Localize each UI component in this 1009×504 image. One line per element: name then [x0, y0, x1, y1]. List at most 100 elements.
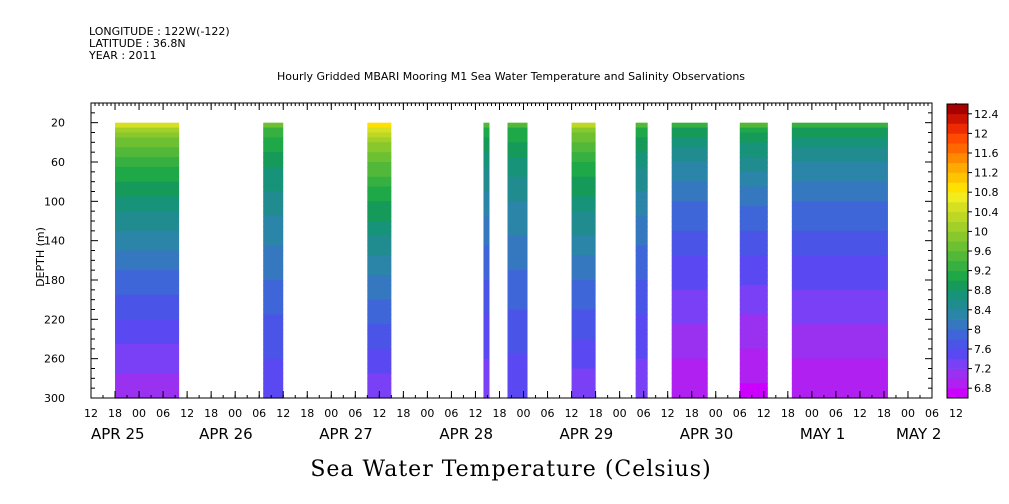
contour-band [367, 373, 392, 379]
contour-band [671, 260, 708, 266]
contour-band [507, 329, 528, 335]
contour-band [367, 171, 392, 178]
x-tick-label: 00 [324, 407, 338, 420]
contour-band [571, 299, 596, 306]
contour-band [507, 235, 528, 242]
contour-band [507, 358, 528, 365]
contour-band [635, 196, 648, 202]
contour-band [671, 314, 708, 320]
x-tick-label: 06 [829, 407, 843, 420]
contour-band [739, 171, 768, 178]
contour-band [115, 235, 180, 242]
contour-band [115, 363, 180, 370]
colorbar-label: 10.8 [974, 186, 999, 199]
contour-band [791, 245, 888, 252]
contour-band [671, 343, 708, 350]
contour-band [483, 383, 490, 389]
contour-band [739, 147, 768, 153]
colorbar-swatch [947, 358, 968, 369]
contour-band [671, 206, 708, 212]
contour-band [571, 280, 596, 286]
contour-band [367, 162, 392, 168]
contour-band [635, 211, 648, 217]
x-tick-label: 06 [444, 407, 458, 420]
contour-band [483, 235, 490, 242]
contour-band [263, 122, 284, 129]
contour-band [791, 230, 888, 237]
contour-band [115, 299, 180, 306]
contour-band [739, 255, 768, 261]
contour-band [791, 334, 888, 340]
contour-band [571, 348, 596, 355]
x-tick-label: 00 [420, 407, 434, 420]
x-tick-label: 06 [733, 407, 747, 420]
contour-band [483, 334, 490, 340]
contour-band [263, 250, 284, 257]
colorbar-swatch [947, 153, 968, 164]
contour-band [507, 211, 528, 217]
y-tick-label: 220 [44, 313, 65, 326]
contour-band [263, 166, 284, 173]
contour-band [367, 324, 392, 330]
contour-band [791, 329, 888, 335]
contour-band [263, 147, 284, 153]
contour-band [635, 388, 648, 394]
contour-band [791, 383, 888, 389]
contour-band [739, 191, 768, 198]
colorbar-swatch [947, 251, 968, 262]
contour-band [635, 304, 648, 311]
contour-band [671, 230, 708, 237]
contour-band [263, 260, 284, 266]
contour-band [367, 255, 392, 261]
contour-band [367, 314, 392, 320]
contour-band [263, 358, 284, 365]
x-tick-label: 00 [901, 407, 915, 420]
contour-band [483, 314, 490, 320]
contour-band [263, 275, 284, 281]
contour-band [791, 378, 888, 384]
contour-band [635, 314, 648, 320]
contour-band [483, 166, 490, 173]
contour-band [483, 201, 490, 207]
y-tick-label: 300 [44, 392, 65, 405]
contour-band [115, 221, 180, 227]
contour-band [635, 201, 648, 207]
contour-band [671, 250, 708, 257]
contour-band [635, 191, 648, 198]
contour-band [367, 157, 392, 163]
contour-band [671, 171, 708, 178]
date-label: APR 26 [199, 425, 253, 443]
y-tick-label: 260 [44, 353, 65, 366]
contour-band [507, 132, 528, 139]
colorbar-swatch [947, 368, 968, 379]
contour-band [115, 250, 180, 257]
contour-band [263, 343, 284, 350]
contour-band [635, 260, 648, 266]
contour-band [791, 186, 888, 193]
contour-band [671, 211, 708, 217]
contour-band [671, 373, 708, 379]
contour-band [671, 166, 708, 173]
contour-band [671, 334, 708, 340]
contour-band [791, 171, 888, 178]
contour-band [507, 147, 528, 153]
contour-band [507, 339, 528, 345]
contour-band [367, 250, 392, 257]
contour-band [367, 260, 392, 266]
x-tick-label: 00 [228, 407, 242, 420]
contour-band [483, 162, 490, 168]
x-tick-label: 18 [204, 407, 218, 420]
contour-band [791, 299, 888, 306]
contour-band [571, 255, 596, 261]
x-tick-label: 06 [348, 407, 362, 420]
contour-band [367, 284, 392, 291]
contour-band [367, 348, 392, 355]
colorbar-swatch [947, 378, 968, 389]
contour-band [635, 255, 648, 261]
colorbar-swatch [947, 241, 968, 252]
contour-band [671, 270, 708, 276]
contour-band [571, 152, 596, 158]
contour-band [635, 176, 648, 183]
contour-band [671, 383, 708, 389]
contour-band [571, 329, 596, 335]
